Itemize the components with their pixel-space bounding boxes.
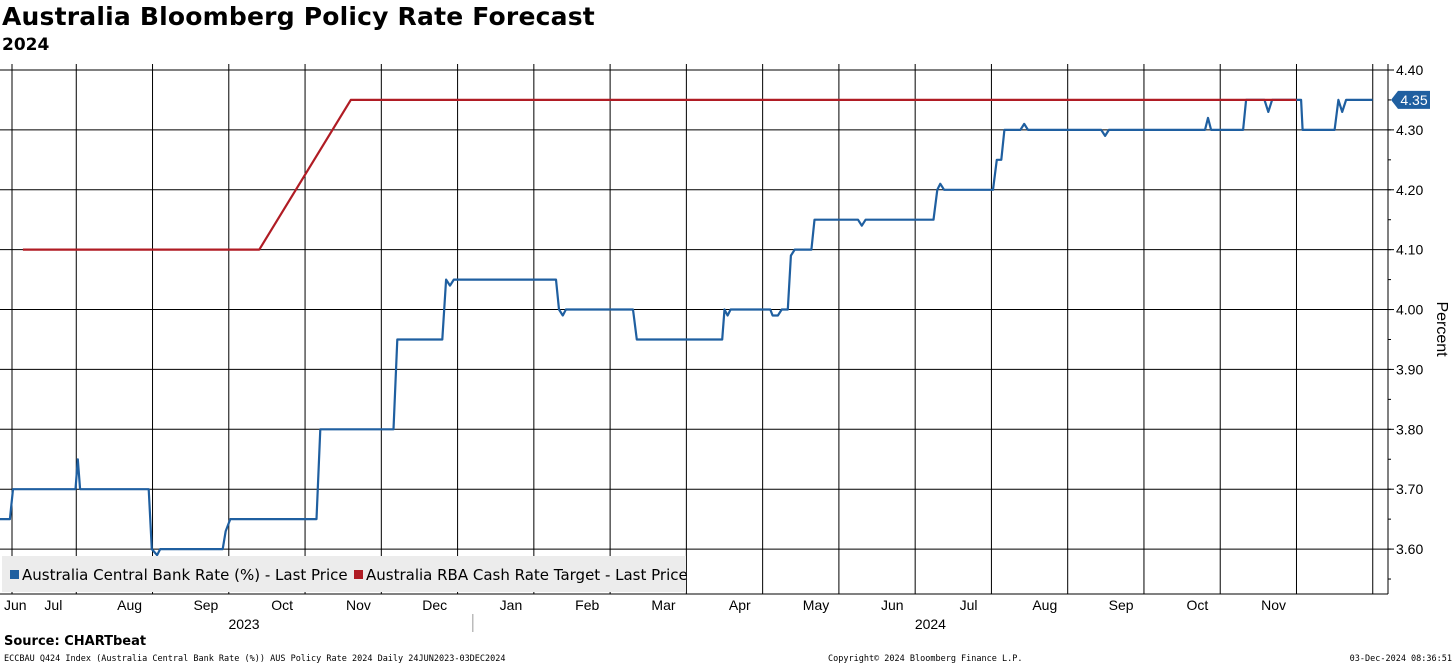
x-tick-label: Jan xyxy=(500,597,523,613)
footer-ticker-info: ECCBAU Q424 Index (Australia Central Ban… xyxy=(4,654,506,664)
y-axis-title: Percent xyxy=(1433,301,1450,357)
series-line-rba-cash-rate xyxy=(22,98,1297,251)
x-tick-label: Oct xyxy=(271,597,293,613)
source-note: Source: CHARTbeat xyxy=(4,634,147,649)
y-tick-label: 4.30 xyxy=(1396,122,1423,138)
legend-item-central-bank-rate: Australia Central Bank Rate (%) - Last P… xyxy=(10,566,348,584)
x-tick-label: Aug xyxy=(117,597,142,613)
y-tick-label: 3.90 xyxy=(1396,361,1423,377)
x-tick-label: Jun xyxy=(881,597,904,613)
x-tick-label: Mar xyxy=(651,597,675,613)
y-tick-label: 4.40 xyxy=(1396,62,1423,78)
y-tick-label: 4.00 xyxy=(1396,302,1423,318)
x-year-label: 2023 xyxy=(228,616,259,632)
chart-legend: Australia Central Bank Rate (%) - Last P… xyxy=(2,556,688,592)
legend-label-central-bank-rate: Australia Central Bank Rate (%) - Last P… xyxy=(22,566,348,584)
y-tick-label: 4.10 xyxy=(1396,242,1423,258)
legend-swatch-red xyxy=(354,570,363,579)
chart-subtitle: 2024 xyxy=(2,35,50,55)
last-value-badge xyxy=(1391,90,1430,109)
y-tick-label: 3.70 xyxy=(1396,481,1423,497)
x-tick-label: Dec xyxy=(422,597,447,613)
legend-item-rba-cash-rate: Australia RBA Cash Rate Target - Last Pr… xyxy=(354,566,688,584)
x-tick-label: Oct xyxy=(1186,597,1208,613)
x-tick-label: Sep xyxy=(193,597,218,613)
footer-timestamp: 03-Dec-2024 08:36:51 xyxy=(1349,654,1452,664)
footer-copyright: Copyright© 2024 Bloomberg Finance L.P. xyxy=(828,654,1023,664)
x-tick-label: Jul xyxy=(44,597,62,613)
legend-swatch-blue xyxy=(10,570,19,579)
y-tick-label: 3.80 xyxy=(1396,421,1423,437)
x-tick-label: Feb xyxy=(575,597,599,613)
x-tick-label: Sep xyxy=(1109,597,1134,613)
x-tick-label: Jun xyxy=(4,597,27,613)
x-tick-label: Aug xyxy=(1032,597,1057,613)
legend-label-rba-cash-rate: Australia RBA Cash Rate Target - Last Pr… xyxy=(366,566,688,584)
series-line-central-bank-rate xyxy=(0,98,1373,557)
x-tick-label: May xyxy=(803,597,829,613)
x-tick-label: Nov xyxy=(346,597,371,613)
x-tick-label: Apr xyxy=(729,597,751,613)
chart-title: Australia Bloomberg Policy Rate Forecast xyxy=(2,2,595,31)
x-tick-label: Jul xyxy=(960,597,978,613)
last-value-label: 4.35 xyxy=(1400,92,1427,108)
x-year-label: 2024 xyxy=(915,616,946,632)
y-tick-label: 4.20 xyxy=(1396,182,1423,198)
x-tick-label: Nov xyxy=(1261,597,1286,613)
y-tick-label: 3.60 xyxy=(1396,541,1423,557)
